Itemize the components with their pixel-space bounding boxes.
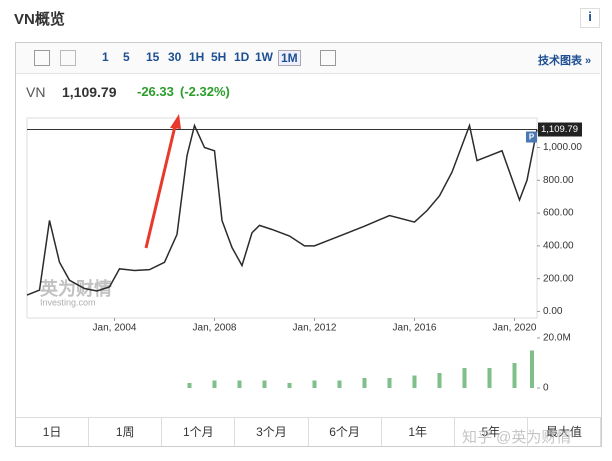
period-button[interactable]: 1H xyxy=(189,50,205,64)
period-button[interactable]: 1W xyxy=(255,50,273,64)
price-label: 1,109.79 xyxy=(541,124,578,135)
toolbar xyxy=(16,43,600,74)
volume-bar xyxy=(262,380,267,388)
tech-chart-link[interactable]: 技术图表 » xyxy=(538,55,592,67)
period-button[interactable]: 30 xyxy=(168,50,182,64)
range-button[interactable]: 1周 xyxy=(89,417,163,446)
period-button[interactable]: 5H xyxy=(211,50,227,64)
widget-frame xyxy=(15,42,602,447)
price-marker-bg xyxy=(526,131,537,143)
volume-tick-label: 20.0M xyxy=(543,333,571,344)
line-icon[interactable] xyxy=(60,50,76,66)
watermark-sub: Investing.com xyxy=(40,297,96,307)
range-button[interactable]: 最大值 xyxy=(527,417,601,446)
volume-bar xyxy=(187,383,192,388)
volume-bar xyxy=(312,380,317,388)
price-marker: P xyxy=(529,133,535,142)
volume-bar xyxy=(462,368,467,388)
change: -26.33 xyxy=(137,84,174,99)
period-button[interactable]: 15 xyxy=(146,50,160,64)
x-tick-label: Jan, 2012 xyxy=(293,323,337,334)
candle-icon[interactable] xyxy=(34,50,50,66)
symbol: VN xyxy=(26,84,46,100)
y-tick-label: 1,000.00 xyxy=(543,142,582,153)
price-label-bg xyxy=(538,122,582,137)
y-tick-label: 600.00 xyxy=(543,208,574,219)
y-tick-label: 400.00 xyxy=(543,241,574,252)
x-tick-label: Jan, 2020 xyxy=(493,323,537,334)
volume-bar xyxy=(487,368,492,388)
volume-bar xyxy=(237,380,242,388)
range-button[interactable]: 6个月 xyxy=(308,417,382,446)
y-tick-label: 800.00 xyxy=(543,175,574,186)
y-tick-label: 0.00 xyxy=(543,306,563,317)
price-line xyxy=(26,122,538,296)
volume-bar xyxy=(362,378,367,388)
x-tick-label: Jan, 2004 xyxy=(93,323,137,334)
range-button[interactable]: 1日 xyxy=(16,417,90,446)
volume-tick-label: 0 xyxy=(543,383,549,394)
volume-bar xyxy=(337,380,342,388)
period-button[interactable]: 5 xyxy=(123,50,130,64)
plot-frame xyxy=(26,117,538,319)
volume-bar xyxy=(412,375,417,388)
x-tick-label: Jan, 2008 xyxy=(193,323,237,334)
change-pct: (-2.32%) xyxy=(180,84,230,99)
volume-bar xyxy=(212,380,217,388)
range-button[interactable]: 5年 xyxy=(454,417,528,446)
period-button[interactable]: 1 xyxy=(102,50,109,64)
title: VN概览 xyxy=(14,11,65,28)
watermark-logo: 英为财情 xyxy=(39,278,112,299)
volume-bar xyxy=(437,373,442,388)
period-button[interactable]: 1M xyxy=(278,50,301,66)
volume-bar xyxy=(387,378,392,388)
info-button[interactable]: i xyxy=(580,8,600,28)
annotation-arrowhead xyxy=(170,114,181,129)
credit-watermark: 知乎 @英为财情 xyxy=(462,429,572,446)
range-button[interactable]: 1年 xyxy=(381,417,455,446)
period-button[interactable]: 1D xyxy=(234,50,250,64)
volume-bar xyxy=(512,363,517,388)
volume-bar xyxy=(287,383,292,388)
range-button[interactable]: 1个月 xyxy=(162,417,236,446)
y-tick-label: 200.00 xyxy=(543,273,574,284)
annotation-arrow xyxy=(144,121,178,249)
volume-bar xyxy=(530,350,534,388)
settings-icon[interactable] xyxy=(320,50,336,66)
x-tick-label: Jan, 2016 xyxy=(393,323,437,334)
price: 1,109.79 xyxy=(62,84,117,100)
range-button[interactable]: 3个月 xyxy=(235,417,309,446)
